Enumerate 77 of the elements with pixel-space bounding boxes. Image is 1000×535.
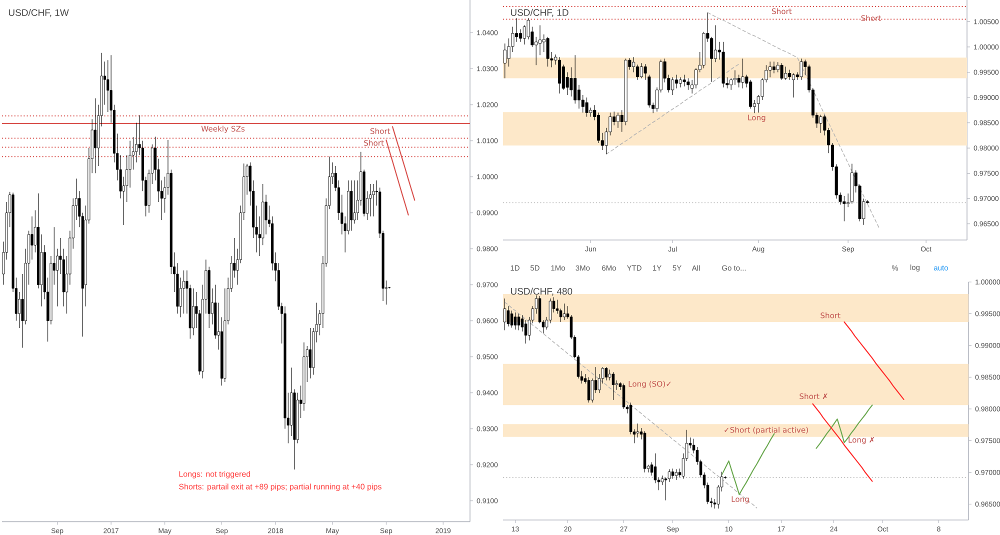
candlestick xyxy=(546,36,550,67)
candlestick xyxy=(510,310,514,328)
candlestick xyxy=(714,24,717,62)
candlestick xyxy=(30,216,34,260)
candlestick xyxy=(741,58,744,89)
candlestick xyxy=(608,369,612,381)
candlestick xyxy=(636,423,640,438)
text: USD/CHF, 480 xyxy=(510,288,572,296)
candlestick xyxy=(640,62,643,79)
candlestick xyxy=(503,298,506,331)
text: USD/CHF, 1D xyxy=(510,8,568,18)
candlestick xyxy=(846,193,850,208)
candlestick xyxy=(590,378,594,403)
annotation: Shorts: partail exit at +89 pips; partial running at +40 pips xyxy=(179,484,382,492)
candlestick xyxy=(94,98,97,174)
candlestick xyxy=(559,308,562,322)
candlestick xyxy=(514,312,517,330)
candlestick xyxy=(18,292,21,328)
candlestick xyxy=(636,64,640,80)
candlestick xyxy=(518,29,522,42)
candlestick xyxy=(604,366,608,381)
candlestick xyxy=(682,74,686,87)
candlestick xyxy=(792,72,795,98)
candlestick xyxy=(784,66,788,80)
candlestick xyxy=(517,313,520,331)
candlestick xyxy=(660,475,664,486)
candlestick xyxy=(264,194,268,235)
candlestick xyxy=(585,97,588,117)
candlestick xyxy=(678,77,682,88)
candlestick xyxy=(574,54,577,104)
candlestick xyxy=(710,36,714,82)
candlestick xyxy=(671,468,674,480)
candlestick xyxy=(524,320,528,344)
line-series xyxy=(816,404,873,449)
candlestick xyxy=(668,468,671,482)
candlestick xyxy=(369,184,372,217)
candlestick xyxy=(671,77,674,96)
candlestick xyxy=(819,114,822,134)
candlestick xyxy=(768,61,772,78)
candlestick xyxy=(733,70,736,86)
candlestick xyxy=(558,56,562,94)
candlestick xyxy=(622,383,626,410)
text: USD/CHF, 1W xyxy=(8,8,69,18)
candlestick xyxy=(616,112,620,128)
candlestick xyxy=(353,180,356,224)
candlestick xyxy=(192,288,195,336)
candlestick xyxy=(562,64,565,90)
candlestick xyxy=(772,61,776,74)
candlestick xyxy=(788,69,792,80)
candlestick xyxy=(538,296,542,324)
candlestick xyxy=(570,66,573,97)
candlestick xyxy=(538,24,542,56)
candlestick xyxy=(800,58,803,80)
candlestick xyxy=(730,78,733,90)
candlestick xyxy=(520,314,524,332)
candlestick xyxy=(686,78,690,90)
candlestick xyxy=(503,43,506,79)
candlestick xyxy=(309,328,312,379)
candlestick xyxy=(644,64,647,80)
candlestick xyxy=(674,468,678,480)
candlestick xyxy=(372,184,375,217)
candlestick xyxy=(182,270,186,314)
candlestick xyxy=(654,453,657,484)
annotation: Longs: not triggered xyxy=(179,470,250,478)
candlestick xyxy=(780,62,784,80)
candlestick xyxy=(556,299,559,314)
candlestick xyxy=(548,298,552,324)
candlestick xyxy=(632,56,636,73)
candlestick xyxy=(562,303,566,320)
candlestick xyxy=(674,74,678,89)
line-series xyxy=(721,433,775,496)
candlestick xyxy=(694,68,698,89)
candlestick xyxy=(842,196,846,222)
candlestick xyxy=(506,306,510,327)
candlestick xyxy=(612,372,615,400)
candlestick xyxy=(737,74,740,88)
candlestick xyxy=(587,376,590,403)
